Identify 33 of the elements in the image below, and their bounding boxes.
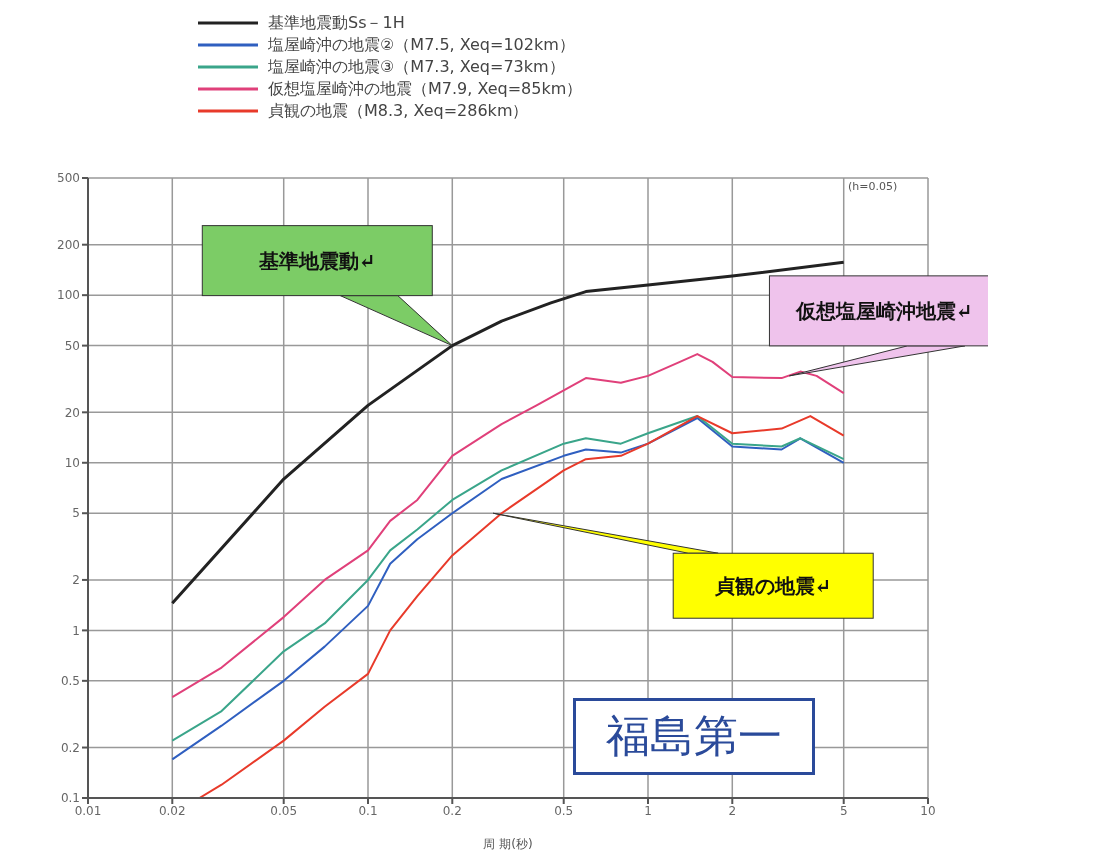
annotation: 基準地震動↵ <box>257 248 376 273</box>
x-tick-label: 0.2 <box>442 803 462 818</box>
y-tick-label: 200 <box>57 237 80 252</box>
legend-label: 仮想塩屋崎沖の地震（M7.9, Xeq=85km） <box>268 78 583 100</box>
x-tick-label: 1 <box>644 803 652 818</box>
y-tick-label: 5 <box>72 506 80 521</box>
x-tick-label: 0.02 <box>158 803 186 818</box>
x-tick-label: 0.05 <box>270 803 298 818</box>
y-tick-label: 1 <box>72 623 80 638</box>
y-tick-label: 100 <box>57 288 80 303</box>
legend-label: 貞観の地震（M8.3, Xeq=286km） <box>268 100 529 122</box>
x-tick-label: 2 <box>728 803 737 818</box>
y-tick-label: 10 <box>64 456 80 471</box>
y-tick-label: 50 <box>64 338 80 353</box>
y-tick-label: 2 <box>72 573 80 588</box>
x-tick-label: 0.01 <box>74 803 102 818</box>
annotation: 仮想塩屋崎沖地震↵ <box>795 298 973 323</box>
y-tick-label: 500 <box>57 171 80 186</box>
x-tick-label: 0.5 <box>554 803 574 818</box>
annotation: 貞観の地震↵ <box>713 573 832 598</box>
legend-label: 基準地震動Ss－1H <box>268 12 405 34</box>
y-tick-label: 0.5 <box>60 674 80 689</box>
annotation: 福島第一 <box>573 698 815 775</box>
y-tick-label: 0.2 <box>60 740 80 755</box>
y-tick-label: 20 <box>64 405 80 420</box>
x-tick-label: 0.1 <box>358 803 378 818</box>
y-tick-label: 0.1 <box>60 791 80 806</box>
x-tick-label: 5 <box>839 803 848 818</box>
legend-label: 塩屋崎沖の地震③（M7.3, Xeq=73km） <box>268 56 565 78</box>
x-tick-label: 10 <box>920 803 936 818</box>
legend-label: 塩屋崎沖の地震②（M7.5, Xeq=102km） <box>268 34 575 56</box>
annotation: (h=0.05) <box>848 180 898 193</box>
x-axis-title: 周 期(秒) <box>483 837 533 851</box>
